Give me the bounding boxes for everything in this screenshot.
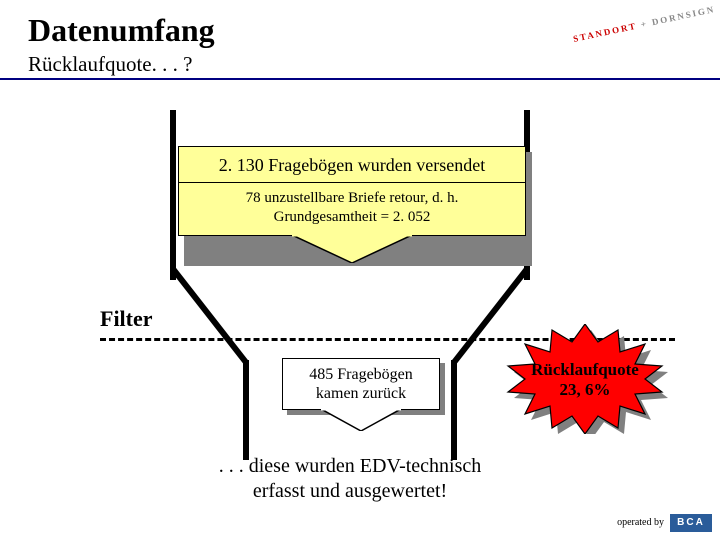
footer-line1: . . . diese wurden EDV-technisch bbox=[219, 455, 482, 477]
sent-box: 2. 130 Fragebögen wurden versendet 78 un… bbox=[178, 146, 526, 236]
footer-note: . . . diese wurden EDV-technisch erfasst… bbox=[160, 454, 540, 504]
page-title: Datenumfang bbox=[28, 12, 215, 49]
response-rate-label: Rücklaufquote bbox=[531, 360, 639, 379]
chevron-down-icon bbox=[292, 235, 412, 263]
bca-logo: BCA bbox=[670, 514, 712, 532]
response-rate-burst: Rücklaufquote 23, 6% bbox=[500, 324, 670, 434]
brand-logo: STANDORT + DORNSIGN bbox=[572, 4, 716, 44]
sent-count-text: 2. 130 Fragebögen wurden versendet bbox=[179, 147, 525, 182]
footer-line2: erfasst und ausgewertet! bbox=[253, 480, 447, 502]
brand-logo-gray: + DORNSIGN bbox=[640, 4, 716, 30]
page-subtitle: Rücklaufquote. . . ? bbox=[28, 52, 192, 77]
returned-line2: kamen zurück bbox=[316, 385, 406, 402]
population-text: 78 unzustellbare Briefe retour, d. h. Gr… bbox=[179, 183, 525, 235]
funnel-line bbox=[451, 360, 457, 460]
response-rate-value: 23, 6% bbox=[560, 380, 611, 399]
title-underline bbox=[0, 78, 720, 80]
population-line1: 78 unzustellbare Briefe retour, d. h. bbox=[246, 190, 459, 206]
brand-logo-red: STANDORT bbox=[572, 21, 638, 44]
chevron-down-icon bbox=[321, 409, 401, 431]
operated-by-label: operated by bbox=[617, 517, 664, 528]
returned-line1: 485 Fragebögen bbox=[309, 366, 413, 383]
population-line2: Grundgesamtheit = 2. 052 bbox=[274, 209, 431, 225]
returned-box: 485 Fragebögen kamen zurück bbox=[282, 358, 440, 410]
returned-box-body: 485 Fragebögen kamen zurück bbox=[282, 358, 440, 410]
funnel-line bbox=[170, 266, 249, 364]
response-rate-text: Rücklaufquote 23, 6% bbox=[500, 360, 670, 399]
sent-box-body: 2. 130 Fragebögen wurden versendet 78 un… bbox=[178, 146, 526, 236]
funnel-line bbox=[243, 360, 249, 460]
filter-label: Filter bbox=[100, 306, 153, 332]
funnel-line bbox=[170, 110, 176, 280]
